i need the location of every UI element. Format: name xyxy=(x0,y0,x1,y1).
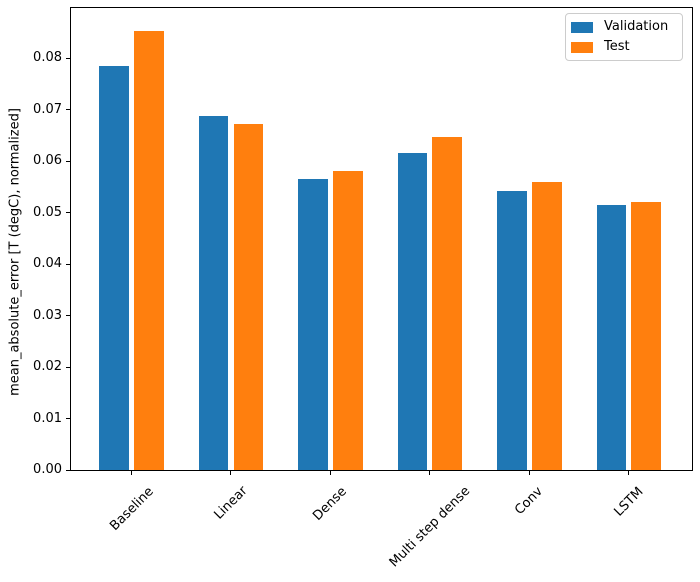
x-tick-mark xyxy=(131,471,132,475)
x-tick-label-lstm: LSTM xyxy=(611,484,647,520)
x-tick-label-conv: Conv xyxy=(512,484,547,518)
y-tick-mark xyxy=(66,366,70,368)
x-tick-mark xyxy=(329,471,331,475)
y-tick-label-0.08: 0.08 xyxy=(33,50,62,66)
legend-swatch-validation xyxy=(571,21,593,33)
bar-test-dense xyxy=(332,171,363,470)
x-tick-label-baseline: Baseline xyxy=(106,483,157,534)
y-tick-label-0.02: 0.02 xyxy=(33,359,62,375)
y-tick-label-0.00: 0.00 xyxy=(33,462,62,477)
y-tick-label-0.01: 0.01 xyxy=(33,410,62,426)
plot-area xyxy=(70,7,693,471)
x-tick-mark xyxy=(528,471,530,475)
legend-label-validation: Validation xyxy=(604,19,669,34)
y-axis-title: mean_absolute_error [T (degC), normalize… xyxy=(7,108,23,396)
y-tick-label-0.04: 0.04 xyxy=(33,256,62,272)
bar-validation-multi-step-dense xyxy=(397,153,428,470)
y-tick-mark xyxy=(66,315,70,317)
x-tick-mark xyxy=(230,471,232,475)
legend-row-validation: Validation xyxy=(571,17,682,37)
y-tick-mark xyxy=(66,469,70,471)
y-tick-mark xyxy=(66,418,70,420)
y-tick-mark xyxy=(66,57,70,59)
bar-test-lstm xyxy=(631,201,662,470)
legend-swatch-test xyxy=(571,41,593,53)
x-tick-mark xyxy=(429,471,431,475)
y-tick-label-0.05: 0.05 xyxy=(33,204,62,220)
x-tick-label-dense: Dense xyxy=(310,483,351,524)
x-tick-mark xyxy=(628,471,630,475)
y-tick-mark xyxy=(66,109,70,111)
y-tick-mark xyxy=(66,160,70,162)
y-tick-label-0.07: 0.07 xyxy=(33,101,62,117)
x-tick-label-multi-step-dense: Multi step dense xyxy=(386,483,474,571)
bar-validation-lstm xyxy=(596,204,627,470)
bar-test-baseline xyxy=(134,31,164,470)
y-tick-mark xyxy=(66,263,70,265)
legend-label-test: Test xyxy=(604,39,630,54)
y-tick-mark xyxy=(66,212,70,214)
bar-test-conv xyxy=(531,181,562,470)
bar-validation-conv xyxy=(497,190,527,470)
y-tick-label-0.03: 0.03 xyxy=(33,307,62,323)
legend-row-test: Test xyxy=(571,37,682,57)
bar-validation-linear xyxy=(198,115,229,470)
x-tick-label-linear: Linear xyxy=(211,483,251,524)
bar-test-multi-step-dense xyxy=(432,136,463,470)
y-tick-label-0.06: 0.06 xyxy=(33,153,62,169)
bar-test-linear xyxy=(233,123,264,470)
bar-validation-baseline xyxy=(99,66,129,470)
legend: Validation Test xyxy=(565,13,683,61)
bar-validation-dense xyxy=(298,178,328,470)
